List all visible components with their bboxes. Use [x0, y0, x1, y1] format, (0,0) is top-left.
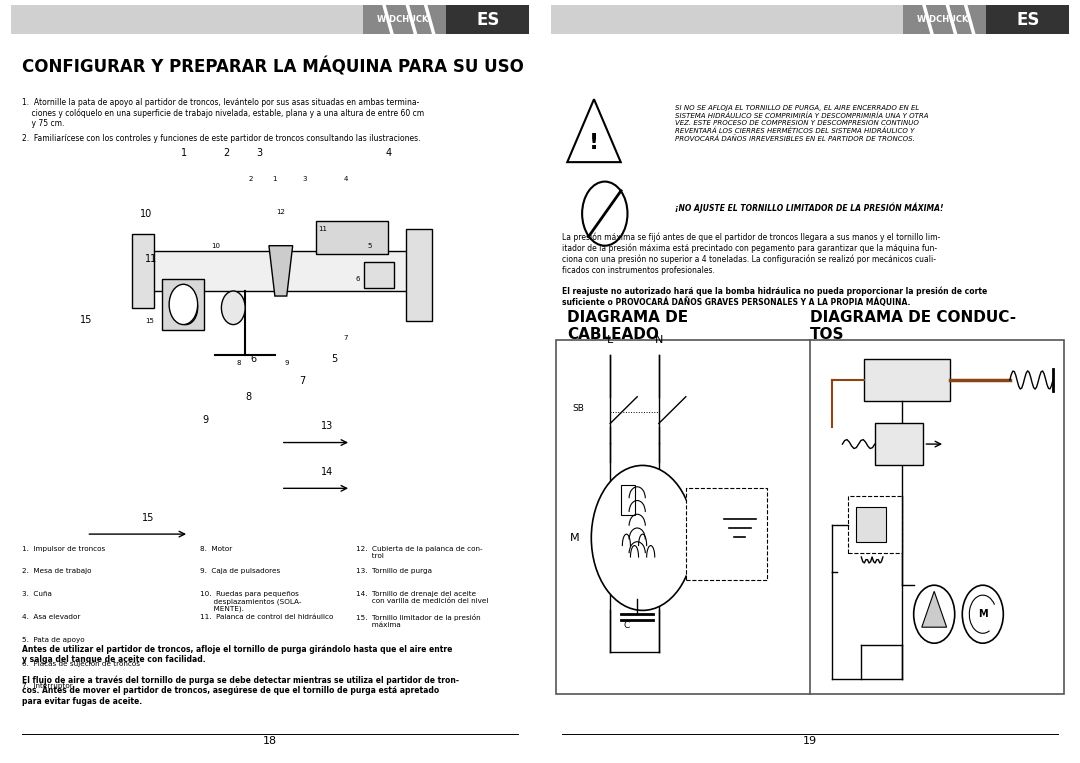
Text: DIAGRAMA DE
CABLEADO: DIAGRAMA DE CABLEADO [567, 310, 688, 342]
Text: 3.  Cuña: 3. Cuña [22, 591, 52, 597]
Text: 2.  Mesa de trabajo: 2. Mesa de trabajo [22, 568, 91, 575]
FancyBboxPatch shape [986, 5, 1069, 34]
Text: FU: FU [626, 484, 637, 493]
FancyBboxPatch shape [875, 423, 923, 465]
Polygon shape [567, 99, 621, 163]
Circle shape [582, 182, 627, 246]
Text: M: M [978, 609, 987, 620]
Text: ES: ES [1016, 11, 1039, 29]
Text: 18: 18 [262, 736, 278, 746]
Text: 9: 9 [284, 360, 289, 366]
Text: 11.  Palanca de control del hidráulico: 11. Palanca de control del hidráulico [200, 614, 333, 620]
FancyBboxPatch shape [855, 507, 886, 542]
Text: 7.  Interruptor: 7. Interruptor [22, 683, 72, 689]
FancyBboxPatch shape [446, 5, 529, 34]
Text: M: M [570, 533, 580, 543]
Text: ¡NO AJUSTE EL TORNILLO LIMITADOR DE LA PRESIÓN MÁXIMA!: ¡NO AJUSTE EL TORNILLO LIMITADOR DE LA P… [675, 202, 944, 213]
Text: 5: 5 [332, 353, 338, 364]
Text: 1: 1 [180, 147, 187, 158]
Text: 6: 6 [355, 276, 361, 282]
Text: 1: 1 [272, 175, 278, 182]
Text: DIAGRAMA DE CONDUC-
TOS: DIAGRAMA DE CONDUC- TOS [810, 310, 1016, 342]
Text: 11: 11 [318, 226, 327, 232]
Text: W DCHUCK: W DCHUCK [377, 15, 428, 24]
Text: 8: 8 [245, 391, 252, 402]
Text: 7: 7 [343, 335, 349, 341]
Polygon shape [269, 246, 293, 296]
Circle shape [174, 291, 198, 324]
Text: L: L [607, 335, 613, 345]
Text: 15.  Tornillo limitador de la presión
       máxima: 15. Tornillo limitador de la presión máx… [356, 614, 481, 628]
Text: Antes de utilizar el partidor de troncos, afloje el tornillo de purga girándolo : Antes de utilizar el partidor de troncos… [22, 645, 451, 664]
Text: 4: 4 [386, 147, 392, 158]
Text: 2: 2 [224, 147, 230, 158]
Text: 2.  Familiarícese con los controles y funciones de este partidor de troncos cons: 2. Familiarícese con los controles y fun… [22, 134, 420, 143]
Polygon shape [922, 591, 946, 627]
FancyBboxPatch shape [848, 496, 902, 553]
Text: 4.  Asa elevador: 4. Asa elevador [22, 614, 80, 620]
Circle shape [592, 465, 693, 610]
Circle shape [914, 585, 955, 643]
Text: W DCHUCK: W DCHUCK [917, 15, 968, 24]
FancyBboxPatch shape [133, 234, 153, 307]
FancyBboxPatch shape [316, 221, 388, 254]
Text: !: ! [589, 134, 599, 153]
Text: 12: 12 [276, 209, 285, 215]
Text: 15: 15 [146, 318, 154, 324]
FancyBboxPatch shape [406, 229, 432, 321]
Text: El flujo de aire a través del tornillo de purga se debe detectar mientras se uti: El flujo de aire a través del tornillo d… [22, 675, 459, 706]
Text: 14: 14 [321, 467, 333, 477]
FancyBboxPatch shape [556, 340, 1064, 694]
Text: 4: 4 [343, 175, 349, 182]
Text: 13: 13 [321, 421, 333, 431]
FancyBboxPatch shape [11, 5, 384, 34]
Text: 8.  Motor: 8. Motor [200, 546, 232, 552]
Text: 10.  Ruedas para pequeños
      desplazamientos (SOLA-
      MENTE).: 10. Ruedas para pequeños desplazamientos… [200, 591, 301, 613]
FancyBboxPatch shape [864, 359, 950, 401]
Text: 3: 3 [256, 147, 262, 158]
FancyBboxPatch shape [621, 485, 635, 515]
Circle shape [221, 291, 245, 324]
Text: 7: 7 [299, 376, 306, 387]
Text: PE: PE [734, 495, 745, 504]
Text: 15: 15 [143, 513, 154, 523]
Text: 1.  Atornille la pata de apoyo al partidor de troncos, levántelo por sus asas si: 1. Atornille la pata de apoyo al partido… [22, 98, 423, 128]
Text: CONFIGURAR Y PREPARAR LA MÁQUINA PARA SU USO: CONFIGURAR Y PREPARAR LA MÁQUINA PARA SU… [22, 57, 524, 76]
Text: 9.  Caja de pulsadores: 9. Caja de pulsadores [200, 568, 280, 575]
Text: 2: 2 [248, 175, 254, 182]
Text: 19: 19 [802, 736, 818, 746]
Text: SI NO SE AFLOJA EL TORNILLO DE PURGA, EL AIRE ENCERRADO EN EL
SISTEMA HIDRÁULICO: SI NO SE AFLOJA EL TORNILLO DE PURGA, EL… [675, 105, 929, 142]
FancyBboxPatch shape [686, 488, 767, 580]
Text: La presión máxima se fijó antes de que el partidor de troncos llegara a sus mano: La presión máxima se fijó antes de que e… [562, 233, 940, 275]
Text: 6: 6 [251, 353, 257, 364]
Text: 8: 8 [237, 360, 242, 366]
Text: 6.  Placas de sujeción de troncos: 6. Placas de sujeción de troncos [22, 660, 139, 667]
Text: 5.  Pata de apoyo: 5. Pata de apoyo [22, 637, 84, 643]
FancyBboxPatch shape [551, 5, 924, 34]
FancyBboxPatch shape [363, 5, 451, 34]
Text: 11: 11 [145, 254, 158, 265]
Text: El reajuste no autorizado hará que la bomba hidráulica no pueda proporcionar la : El reajuste no autorizado hará que la bo… [562, 286, 987, 307]
Circle shape [962, 585, 1003, 643]
Text: 13.  Tornillo de purga: 13. Tornillo de purga [356, 568, 432, 575]
Text: 10: 10 [211, 243, 220, 249]
Text: 9: 9 [202, 414, 208, 425]
FancyBboxPatch shape [162, 279, 204, 330]
FancyBboxPatch shape [150, 251, 411, 291]
FancyBboxPatch shape [364, 262, 394, 288]
Text: 15: 15 [80, 315, 93, 326]
Text: C: C [623, 621, 630, 630]
Text: 3: 3 [302, 175, 307, 182]
Circle shape [170, 285, 198, 324]
Text: 10: 10 [139, 208, 152, 219]
Text: ES: ES [476, 11, 499, 29]
Text: 1.  Impulsor de troncos: 1. Impulsor de troncos [22, 546, 105, 552]
Text: N: N [654, 335, 663, 345]
Text: 14.  Tornillo de drenaje del aceite
       con varilla de medición del nivel: 14. Tornillo de drenaje del aceite con v… [356, 591, 489, 604]
Text: 12.  Cubierta de la palanca de con-
       trol: 12. Cubierta de la palanca de con- trol [356, 546, 483, 559]
Text: SB: SB [572, 404, 584, 413]
FancyBboxPatch shape [903, 5, 991, 34]
Text: 5: 5 [367, 243, 373, 249]
